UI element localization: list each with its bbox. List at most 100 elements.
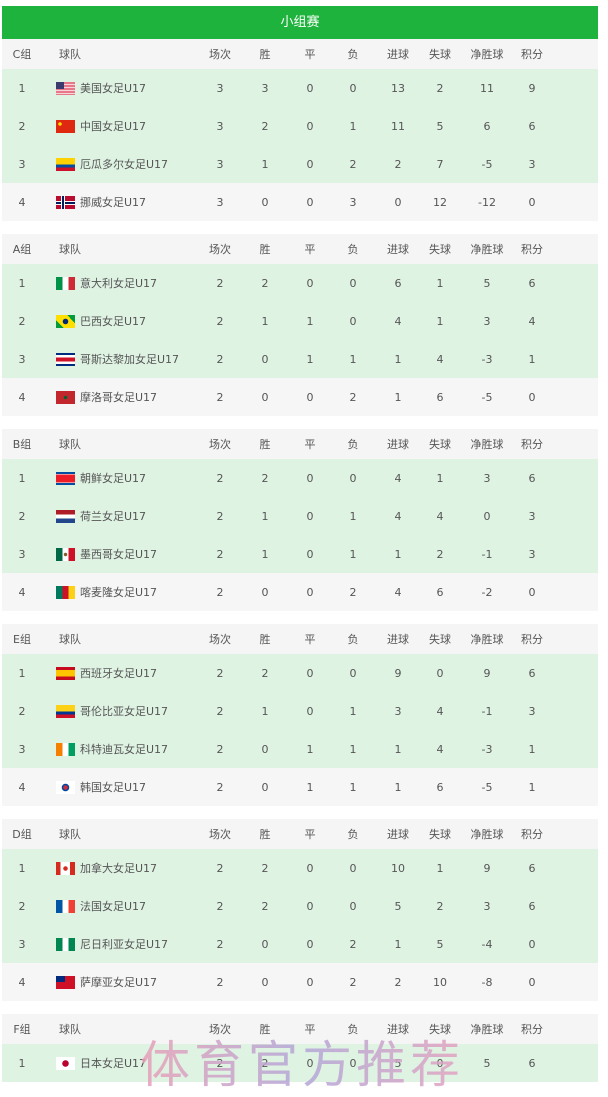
table-row[interactable]: 1 日本女足U17 2 2 0 0 5 0 5 6 [2,1044,598,1082]
column-header: 失球 [429,828,451,841]
stat-value: 2 [261,276,269,290]
stat-value: 6 [394,276,402,290]
rank: 1 [18,276,26,290]
team-name[interactable]: 日本女足U17 [80,1057,147,1070]
table-row[interactable]: 3 墨西哥女足U17 2 1 0 1 1 2 -1 3 [2,535,598,573]
stat-value: 1 [394,937,402,951]
table-row[interactable]: 1 朝鲜女足U17 2 2 0 0 4 1 3 6 [2,459,598,497]
stat-value: 0 [306,471,314,485]
team-name[interactable]: 中国女足U17 [80,120,147,133]
column-header: 负 [347,48,359,61]
column-header: 场次 [209,828,231,841]
stat-value: 1 [349,704,357,718]
rank: 1 [18,666,26,680]
table-row[interactable]: 3 厄瓜多尔女足U17 3 1 0 2 2 7 -5 3 [2,145,598,183]
team-name[interactable]: 西班牙女足U17 [80,667,158,680]
team-name[interactable]: 喀麦隆女足U17 [80,586,158,599]
team-name[interactable]: 朝鲜女足U17 [80,472,147,485]
stat-value: 0 [483,509,491,523]
stat-value: 5 [394,899,402,913]
column-header: 平 [304,48,316,61]
stat-value: 0 [261,975,269,989]
column-header: 负 [347,828,359,841]
table-row[interactable]: 2 中国女足U17 3 2 0 1 11 5 6 6 [2,107,598,145]
table-row[interactable]: 2 巴西女足U17 2 1 1 0 4 1 3 4 [2,302,598,340]
stat-value: 1 [261,157,269,171]
table-row[interactable]: 4 韩国女足U17 2 0 1 1 1 6 -5 1 [2,768,598,806]
column-header: 积分 [521,48,543,61]
stat-value: 3 [528,704,536,718]
table-row[interactable]: 3 尼日利亚女足U17 2 0 0 2 1 5 -4 0 [2,925,598,963]
column-header: 平 [304,438,316,451]
column-header: 平 [304,1023,316,1036]
team-name[interactable]: 厄瓜多尔女足U17 [80,158,169,171]
stat-value: 0 [436,666,444,680]
team-name[interactable]: 韩国女足U17 [80,781,147,794]
stat-value: 2 [349,390,357,404]
team-name[interactable]: 法国女足U17 [80,900,147,913]
table-row[interactable]: 1 意大利女足U17 2 2 0 0 6 1 5 6 [2,264,598,302]
column-header: 球队 [59,633,81,646]
stat-value: -5 [481,780,493,794]
stat-value: 0 [349,666,357,680]
stat-value: 2 [216,585,224,599]
team-name[interactable]: 巴西女足U17 [80,315,147,328]
stat-value: 1 [436,314,444,328]
stat-value: 2 [261,1056,269,1070]
stat-value: 1 [306,314,314,328]
stat-value: 3 [216,119,224,133]
group-table: B组 球队 场次 胜 平 负 进球 失球 净胜球 积分 1 朝鲜女足U17 2 2 0 0 4 1 3 6 2 荷兰女足U… [2,429,598,611]
team-name[interactable]: 荷兰女足U17 [80,510,147,523]
group-name: F组 [13,1023,31,1036]
team-name[interactable]: 挪威女足U17 [80,196,147,209]
table-row[interactable]: 4 喀麦隆女足U17 2 0 0 2 4 6 -2 0 [2,573,598,611]
team-name[interactable]: 美国女足U17 [80,82,147,95]
table-row[interactable]: 1 西班牙女足U17 2 2 0 0 9 0 9 6 [2,654,598,692]
stat-value: 0 [436,1056,444,1070]
team-name[interactable]: 哥斯达黎加女足U17 [80,353,180,366]
stat-value: 2 [349,585,357,599]
column-header: 失球 [429,633,451,646]
table-row[interactable]: 1 美国女足U17 3 3 0 0 13 2 11 9 [2,69,598,107]
stat-value: 1 [306,352,314,366]
page-title: 小组赛 [2,6,598,39]
stat-value: 6 [436,780,444,794]
table-row[interactable]: 4 挪威女足U17 3 0 0 3 0 12 -12 0 [2,183,598,221]
table-row[interactable]: 3 科特迪瓦女足U17 2 0 1 1 1 4 -3 1 [2,730,598,768]
table-row[interactable]: 2 荷兰女足U17 2 1 0 1 4 4 0 3 [2,497,598,535]
stat-value: 4 [394,471,402,485]
column-header: 净胜球 [470,48,504,61]
team-name[interactable]: 意大利女足U17 [80,277,158,290]
stat-value: 2 [216,780,224,794]
stat-value: 4 [394,314,402,328]
column-header: 球队 [59,828,81,841]
stat-value: 4 [436,704,444,718]
table-row[interactable]: 4 摩洛哥女足U17 2 0 0 2 1 6 -5 0 [2,378,598,416]
team-name[interactable]: 墨西哥女足U17 [80,548,158,561]
table-row[interactable]: 1 加拿大女足U17 2 2 0 0 10 1 9 6 [2,849,598,887]
table-row[interactable]: 3 哥斯达黎加女足U17 2 0 1 1 1 4 -3 1 [2,340,598,378]
team-name[interactable]: 科特迪瓦女足U17 [80,743,169,756]
table-row[interactable]: 2 法国女足U17 2 2 0 0 5 2 3 6 [2,887,598,925]
team-name[interactable]: 加拿大女足U17 [80,862,158,875]
rank: 1 [18,471,26,485]
column-header: 平 [304,243,316,256]
team-name[interactable]: 尼日利亚女足U17 [80,938,169,951]
usa-flag-icon [56,82,75,95]
stat-value: 7 [436,157,444,171]
stat-value: 0 [306,585,314,599]
stat-value: 0 [528,585,536,599]
table-row[interactable]: 4 萨摩亚女足U17 2 0 0 2 2 10 -8 0 [2,963,598,1001]
column-header: 场次 [209,48,231,61]
table-row[interactable]: 2 哥伦比亚女足U17 2 1 0 1 3 4 -1 3 [2,692,598,730]
stat-value: 9 [394,666,402,680]
team-name[interactable]: 摩洛哥女足U17 [80,391,158,404]
column-header: 球队 [59,438,81,451]
team-name[interactable]: 哥伦比亚女足U17 [80,705,169,718]
team-name[interactable]: 萨摩亚女足U17 [80,976,158,989]
stat-value: 11 [480,81,494,95]
stat-value: 2 [261,666,269,680]
stat-value: 6 [528,861,536,875]
column-header: 失球 [429,1023,451,1036]
column-header: 净胜球 [470,633,504,646]
